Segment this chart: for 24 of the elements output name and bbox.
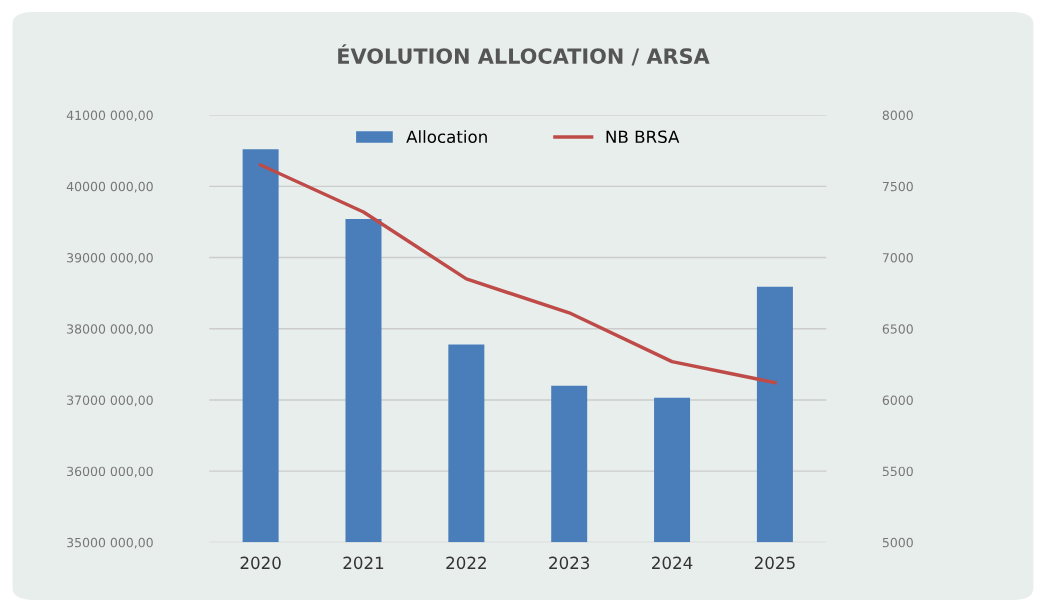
x-tick-label: 2022 bbox=[446, 556, 486, 570]
x-tick-label: 2023 bbox=[549, 556, 590, 570]
y-tick-label: 37000 000,00 bbox=[67, 395, 153, 407]
chart-title: ÉVOLUTION ALLOCATION / ARSA bbox=[338, 44, 710, 66]
line-series bbox=[258, 163, 777, 385]
y2-tick-label: 8000 bbox=[882, 110, 913, 121]
y2-tick-label: 5500 bbox=[882, 466, 913, 477]
x-tick-label: 2020 bbox=[240, 556, 281, 570]
x-tick-label: 2024 bbox=[652, 556, 693, 570]
y2-tick-label: 5000 bbox=[882, 537, 913, 548]
y2-tick-label: 6500 bbox=[882, 324, 913, 334]
legend-label: Allocation bbox=[406, 130, 487, 144]
y-tick-label: 40000 000,00 bbox=[66, 181, 153, 193]
y-tick-label: 36000 000,00 bbox=[67, 466, 153, 478]
y-tick-label: 41000 000,00 bbox=[66, 110, 153, 122]
x-tick-label: 2021 bbox=[343, 556, 384, 570]
y-tick-label: 35000 000,00 bbox=[67, 537, 153, 549]
y2-tick-label: 7500 bbox=[882, 181, 913, 192]
y2-tick-label: 6000 bbox=[882, 395, 913, 405]
y-tick-label: 38000 000,00 bbox=[67, 324, 153, 335]
x-tick-label: 2025 bbox=[754, 556, 795, 570]
y-tick-label: 39000 000,00 bbox=[67, 253, 153, 264]
legend-label: NB BRSA bbox=[606, 130, 680, 144]
y2-tick-label: 7000 bbox=[882, 253, 913, 263]
